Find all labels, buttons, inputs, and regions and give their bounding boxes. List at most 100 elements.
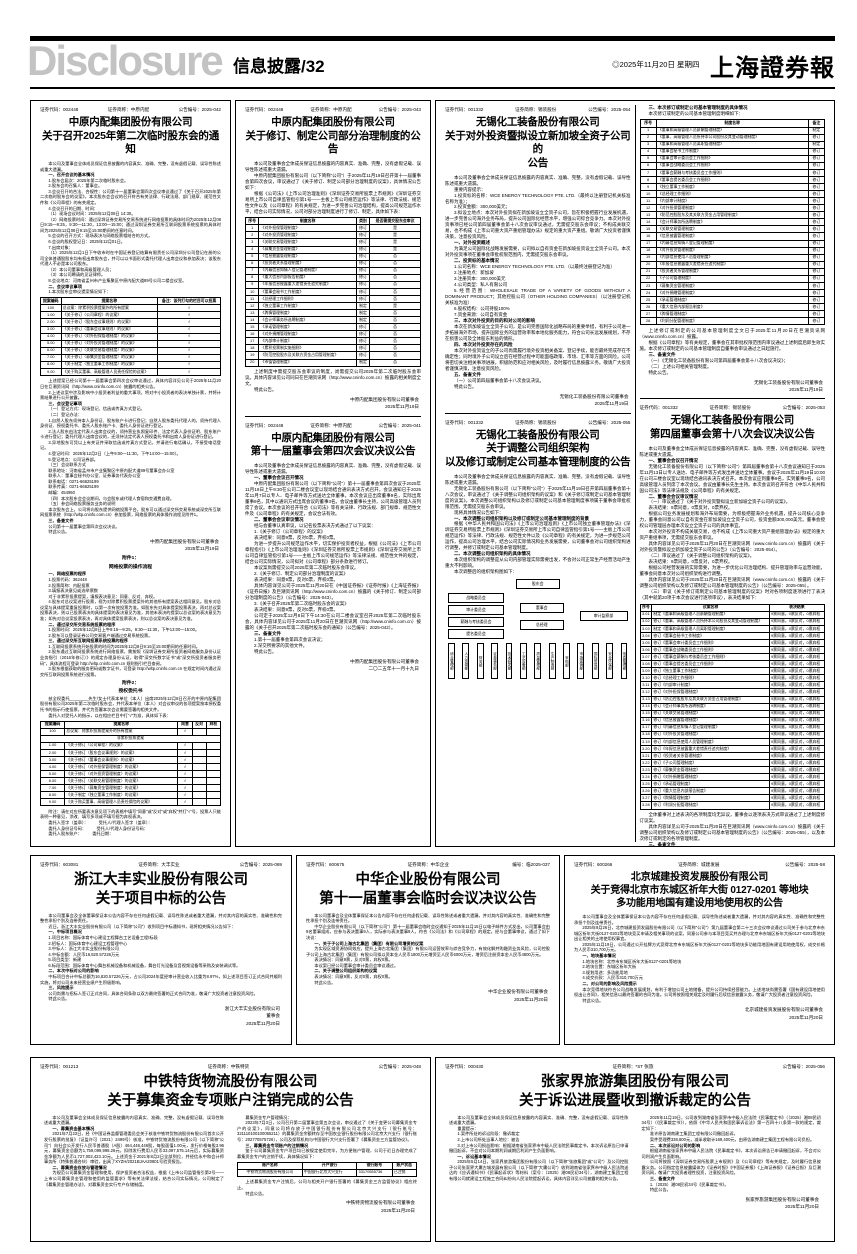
- data-table: 提案编码 提案名称 备注：该列打勾的栏目可以投票 100 总议案：除累积投票提案外的所有…: [40, 297, 221, 376]
- signature-block: 张家界旅游集团股份有限公司董事会 2025年11月20日: [642, 1196, 819, 1211]
- table-cell: 修订: [807, 288, 826, 298]
- stock-code-line: 证券代码：001332 证券简称：锡装股份 公告编号：2025-053: [640, 405, 826, 411]
- table-cell: 14: [244, 316, 260, 325]
- body-paragraph: 募集资金专户管理情况：: [245, 1114, 292, 1120]
- org-chart-departments: 综合管理部 人力资源部 财务部 证券事务部 技术研发部 工艺设备部 质量管理部 生产制造部 采购…: [448, 643, 628, 680]
- stock-code-item: 证券简称：中原内配: [107, 107, 150, 112]
- announcement-article: 证券代码：600266 证券简称：城建发展 公告编号：2025-58 北京城建投资发展…: [574, 862, 825, 1021]
- body-paragraph: 1.《关于修订〈公司章程〉的议案》: [254, 528, 326, 534]
- announcement-article: 证券代码：002448 证券简称：中原内配 公告编号：2025-042 中原内配集团股…: [39, 107, 222, 837]
- table-cell: 《年报信息披露重大差错责任追究制度》: [258, 280, 357, 289]
- section-heading: 二、本次中标对公司的影响: [48, 968, 99, 974]
- body-paragraph: 本次调整后的组织架构图如下：: [454, 569, 517, 575]
- box-column: 证券代码：001213 证券简称：中铁特货 公告编号：2025-048 中铁特货物流股…: [36, 1062, 425, 1237]
- centered-line: 网络投票的操作流程: [108, 564, 153, 570]
- table-cell: 《承诺管理制度》: [258, 323, 357, 332]
- table-row: 7.00 《关于修订〈募集资金管理制度〉的议案》 √: [39, 784, 222, 793]
- table-header-cell: 表决结果: [768, 603, 826, 612]
- body-paragraph: 公司定于2025年12月8日下午14:30在公司二楼会议室召开2025年第二次临…: [245, 612, 421, 630]
- stock-code-item: 证券代码：600266: [574, 862, 613, 867]
- section-heading: 二、董事会会议审议情况: [254, 516, 304, 522]
- table-row: 8 《董事会提名委员会工作细则》 修订: [639, 175, 826, 185]
- announcement-article: 证券代码：001332 证券简称：锡装股份 公告编号：2025-055 无锡化工装备股…: [445, 412, 631, 680]
- table-cell: 《内幕信息知情人登记管理制度》: [258, 266, 357, 275]
- table-cell: 9票同意，0票反对，0票弃权: [768, 787, 826, 796]
- signature-line: 北京城建投资发展股份有限公司董事会: [744, 1007, 823, 1013]
- table-cell: 9票同意，0票反对，0票弃权: [768, 752, 826, 761]
- body-paragraph: 2.《关于修订、制定公司部分治理制度的议案》: [254, 570, 348, 576]
- body-paragraph: 1.股东会届次：2025年第二次临时股东会。: [48, 177, 129, 183]
- table-cell: 《关于修订〈对外担保管理制度〉的议案》: [64, 763, 179, 772]
- section-title: 信息披露/32: [233, 52, 325, 77]
- table-cell: 修订: [807, 253, 826, 262]
- announcement-title: 北京城建投资发展股份有限公司 关于竞得北京市东城区祈年大街 0127-0201 等…: [574, 871, 825, 910]
- table-row: 18 《累积投票制实施细则》 修订否: [244, 344, 421, 353]
- table-row: 2.00 《关于修订〈股东会议事规则〉的议案》 √: [40, 318, 221, 327]
- body-paragraph: 本次股东会上，公司将向股东提供网络投票平台，股东可以通过深交所交易系统或深交所互…: [40, 506, 221, 518]
- table-cell: 总议案：除累积投票提案外的所有提案: [64, 727, 179, 736]
- body-paragraph: 根据《公司法》《上市公司治理准则》《深圳证券交易所股票上市规则》《深圳证券交易所…: [245, 190, 421, 214]
- table-row: 1 《董事和高级管理人员薪酬管理制度》 制定: [639, 126, 826, 135]
- table-cell: 修订: [355, 337, 371, 346]
- table-cell: 修订: [807, 267, 826, 276]
- table-row: 21 《投资者关系管理制度》 修订: [639, 267, 826, 276]
- table-cell: [205, 763, 222, 772]
- table-cell: 4: [244, 245, 260, 254]
- table-cell: 修订: [807, 225, 826, 234]
- table-cell: 3.16: [639, 716, 653, 725]
- table-cell: 17: [639, 239, 657, 248]
- org-chart-node: 财务部: [476, 643, 484, 680]
- table-cell: 否: [369, 287, 421, 296]
- section-heading: 一、本次调整公司组织架构以及修订或制定公司基本管理制度的背景: [454, 515, 589, 521]
- table-row: 10 《总经理工作细则》 修订: [639, 190, 826, 199]
- data-table: 序号 制度名称 类别 是否需提交股东会审议 1 《对外担保管理制度》 修订是 2 《对外投资管理…: [244, 217, 421, 367]
- table-cell: 2: [244, 231, 260, 240]
- table-cell: 修订《董事会秘书工作制度》: [651, 631, 770, 641]
- table-cell: 9票同意，0票反对，0票弃权: [768, 737, 826, 746]
- body-paragraph: 5.登记地点：公司证券部。: [48, 456, 98, 462]
- box-column: 证券代码：603081 证券简称：大丰实业 公告编号：2025-069 浙江大丰实业股…: [36, 860, 286, 1040]
- signature-block: 中华企业股份有限公司董事会 2025年11月20日: [306, 988, 548, 1003]
- table-cell: 3: [244, 238, 260, 247]
- body-paragraph: 上述修订或制定的公司基本管理制度全文已于2025年11月20日在巨潮资讯网（ww…: [639, 327, 826, 339]
- body-paragraph: 表决结果：同意9票，反对0票，弃权0票。: [254, 576, 339, 582]
- table-row: 3.13 修订《防范控股股东及其关联方资金占用管理制度》 9票同意，0票反对，0票弃…: [639, 695, 826, 704]
- table-row: 13 《舆情管理制度》 制定否: [244, 309, 421, 318]
- table-cell: 制定《董事和高级管理人员离职管理制度》: [651, 624, 770, 633]
- table-cell: 9票同意，0票反对，0票弃权: [768, 709, 826, 718]
- body-paragraph: 2025年5月14日，张家界旅游集团股份有限公司（以下简称“张旅集团”或“公司”…: [449, 1159, 629, 1182]
- body-paragraph: 2.股东通过互联网投票系统进行网络投票，需按照《深圳证券交易所投资者网络服务身份…: [40, 649, 221, 666]
- table-cell: 5.00: [39, 770, 66, 779]
- table-row: 3.15 修订《关联交易管理制度》 9票同意，0票反对，0票弃权: [639, 709, 826, 718]
- body-paragraph: 经与会董事认真审议，以记名投票表决方式通过了以下议案：: [254, 522, 376, 528]
- body-paragraph: 1.公司名称：WCE ENERGY TECHNOLOGY PTE. LTD.（以…: [454, 264, 615, 270]
- table-cell: 修订《子公司管理制度》: [651, 759, 770, 768]
- table-row: 4.00 《关于修订〈对外担保管理制度〉的议案》 √: [39, 763, 222, 772]
- announcement-article: 证券代码：001332 证券简称：锡装股份 公告编号：2025-054 无锡化工装备股…: [445, 107, 631, 408]
- signature-line: 中原内配集团股份有限公司董事会: [350, 397, 419, 403]
- table-cell: 3.24: [639, 773, 653, 782]
- section-heading: 一、召开会议的基本情况: [48, 172, 95, 178]
- table-cell: 修订《投资者关系管理制度》: [651, 752, 770, 761]
- article-body-column: 本公司及董事会全体成员保证信息披露的内容真实、准确、完整，没有虚假记载、误导性陈…: [40, 1115, 228, 1216]
- table-cell: [205, 791, 222, 800]
- table-cell: 《关联交易管理制度》: [655, 225, 809, 234]
- body-paragraph: 5.项目类型：新建: [48, 957, 82, 963]
- table-cell: 修订: [355, 245, 371, 254]
- signature-line: 无锡化工装备股份有限公司董事会: [754, 379, 823, 385]
- table-header-cell: 提案名称: [64, 720, 179, 729]
- table-row: 13 《防范控股股东及其关联方资金占用管理制度》 修订: [639, 211, 826, 220]
- table-header-cell: 序号: [639, 119, 657, 128]
- table-row: 1.00 《关于修订〈公司章程〉的议案》 √: [39, 741, 222, 750]
- announcement-title-line: 公告: [527, 156, 549, 169]
- table-row: 2.00 《关于修订〈股东会议事规则〉的议案》 √: [39, 748, 222, 757]
- table-cell: 《董事会秘书工作制度》: [655, 147, 809, 156]
- table-cell: 《董事会薪酬与考核委员会工作细则》: [655, 168, 809, 177]
- table-cell: 否: [369, 259, 421, 268]
- table-cell: 19: [639, 253, 657, 262]
- section-heading: 二、董事会会议审议情况: [648, 493, 699, 499]
- table-cell: 3.03: [639, 624, 653, 633]
- table-cell: 9.00: [39, 798, 66, 807]
- table-cell: 修订《利润分配管理制度》: [651, 801, 770, 810]
- table-row: 3.08 修订《董事会提名委员会工作细则》 9票同意，0票反对，0票弃权: [639, 660, 826, 669]
